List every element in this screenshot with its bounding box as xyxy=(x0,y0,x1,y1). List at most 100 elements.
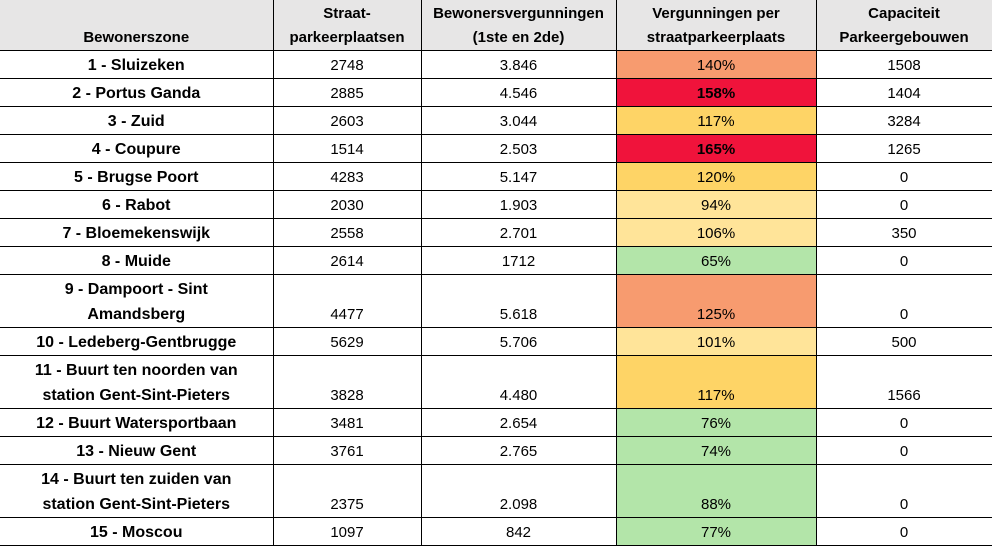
zone-cell: 3 - Zuid xyxy=(0,106,274,135)
zone-name-line: 10 - Ledeberg-Gentbrugge xyxy=(36,334,237,351)
ratio-cell: 101% xyxy=(615,327,817,356)
ratio-cell: 76% xyxy=(615,408,817,437)
zone-cell: 9 - Dampoort - Sint Amandsberg xyxy=(0,274,274,328)
zone-cell: 11 - Buurt ten noorden van station Gent-S… xyxy=(0,355,274,409)
street-parking-cell: 3761 xyxy=(272,436,422,465)
zone-name-line: station Gent-Sint-Pieters xyxy=(42,496,231,513)
permits-cell: 1712 xyxy=(420,246,617,275)
table-row: 9 - Dampoort - Sint Amandsberg 4477 5.618 12… xyxy=(0,274,992,328)
ratio-cell: 125% xyxy=(615,274,817,328)
street-parking-cell: 2375 xyxy=(272,464,422,518)
zone-name-line: 3 - Zuid xyxy=(107,113,165,130)
ratio-cell: 165% xyxy=(615,134,817,163)
street-parking-cell: 3828 xyxy=(272,355,422,409)
table-row: 14 - Buurt ten zuiden van station Gent-Si… xyxy=(0,464,992,518)
header-capacity: Capaciteit Parkeergebouwen xyxy=(815,0,992,51)
header-permits: Bewonersvergunningen (1ste en 2de) xyxy=(420,0,617,51)
capacity-cell: 1508 xyxy=(815,50,992,79)
zone-cell: 2 - Portus Ganda xyxy=(0,78,274,107)
street-parking-cell: 4283 xyxy=(272,162,422,191)
permits-cell: 2.503 xyxy=(420,134,617,163)
table-row: 11 - Buurt ten noorden van station Gent-S… xyxy=(0,355,992,409)
header-zone-label: Bewonerszone xyxy=(83,29,190,46)
zone-name-line: 12 - Buurt Watersportbaan xyxy=(36,415,237,432)
zone-cell: 7 - Bloemekenswijk xyxy=(0,218,274,247)
ratio-cell: 88% xyxy=(615,464,817,518)
zone-name-line: 6 - Rabot xyxy=(102,197,171,214)
permits-cell: 4.480 xyxy=(420,355,617,409)
permits-cell: 5.706 xyxy=(420,327,617,356)
capacity-cell: 1265 xyxy=(815,134,992,163)
zone-cell: 5 - Brugse Poort xyxy=(0,162,274,191)
ratio-cell: 117% xyxy=(615,106,817,135)
zone-name-line: 14 - Buurt ten zuiden van xyxy=(41,471,232,488)
table-row: 3 - Zuid 2603 3.044 117% 3284 xyxy=(0,106,992,135)
zone-cell: 6 - Rabot xyxy=(0,190,274,219)
ratio-cell: 117% xyxy=(615,355,817,409)
street-parking-cell: 2614 xyxy=(272,246,422,275)
street-parking-cell: 2748 xyxy=(272,50,422,79)
street-parking-cell: 3481 xyxy=(272,408,422,437)
zone-cell: 10 - Ledeberg-Gentbrugge xyxy=(0,327,274,356)
header-capacity-line2: Parkeergebouwen xyxy=(839,29,969,46)
zone-name-line: 13 - Nieuw Gent xyxy=(76,443,197,460)
table-header: Bewonerszone Straat- parkeerplaatsen Bew… xyxy=(0,0,992,51)
capacity-cell: 0 xyxy=(815,246,992,275)
header-per-place-line2: straatparkeerplaats xyxy=(646,29,786,46)
header-zone: Bewonerszone xyxy=(0,0,274,51)
permits-cell: 842 xyxy=(420,517,617,546)
ratio-cell: 140% xyxy=(615,50,817,79)
zone-name-line: 1 - Sluizeken xyxy=(87,57,185,74)
permits-cell: 1.903 xyxy=(420,190,617,219)
street-parking-cell: 2603 xyxy=(272,106,422,135)
header-per-place-line1: Vergunningen per xyxy=(652,5,780,22)
ratio-cell: 158% xyxy=(615,78,817,107)
permits-cell: 2.701 xyxy=(420,218,617,247)
capacity-cell: 3284 xyxy=(815,106,992,135)
street-parking-cell: 1097 xyxy=(272,517,422,546)
table-row: 2 - Portus Ganda 2885 4.546 158% 1404 xyxy=(0,78,992,107)
table-row: 8 - Muide 2614 1712 65% 0 xyxy=(0,246,992,275)
permits-cell: 3.846 xyxy=(420,50,617,79)
street-parking-cell: 1514 xyxy=(272,134,422,163)
table-row: 15 - Moscou 1097 842 77% 0 xyxy=(0,517,992,546)
table-row: 1 - Sluizeken 2748 3.846 140% 1508 xyxy=(0,50,992,79)
permits-cell: 2.098 xyxy=(420,464,617,518)
permits-cell: 4.546 xyxy=(420,78,617,107)
table-row: 4 - Coupure 1514 2.503 165% 1265 xyxy=(0,134,992,163)
capacity-cell: 0 xyxy=(815,274,992,328)
zone-name-line: 5 - Brugse Poort xyxy=(74,169,199,186)
capacity-cell: 0 xyxy=(815,162,992,191)
table-row: 10 - Ledeberg-Gentbrugge 5629 5.706 101% 500 xyxy=(0,327,992,356)
ratio-cell: 120% xyxy=(615,162,817,191)
permits-cell: 2.765 xyxy=(420,436,617,465)
header-permits-per-place: Vergunningen per straatparkeerplaats xyxy=(615,0,817,51)
zone-cell: 15 - Moscou xyxy=(0,517,274,546)
zone-name-line: 15 - Moscou xyxy=(90,524,183,541)
header-street-parking-line2: parkeerplaatsen xyxy=(289,29,405,46)
header-row: Bewonerszone Straat- parkeerplaatsen Bew… xyxy=(0,0,992,51)
zone-cell: 8 - Muide xyxy=(0,246,274,275)
street-parking-cell: 2558 xyxy=(272,218,422,247)
header-permits-line1: Bewonersvergunningen xyxy=(433,5,604,22)
capacity-cell: 1566 xyxy=(815,355,992,409)
capacity-cell: 0 xyxy=(815,190,992,219)
zone-name-line: 2 - Portus Ganda xyxy=(72,85,201,102)
ratio-cell: 94% xyxy=(615,190,817,219)
permits-cell: 2.654 xyxy=(420,408,617,437)
header-permits-line2: (1ste en 2de) xyxy=(472,29,565,46)
zone-name-line: 9 - Dampoort - Sint xyxy=(64,281,208,298)
zone-cell: 4 - Coupure xyxy=(0,134,274,163)
permits-cell: 3.044 xyxy=(420,106,617,135)
header-capacity-line1: Capaciteit xyxy=(868,5,940,22)
capacity-cell: 1404 xyxy=(815,78,992,107)
table-row: 13 - Nieuw Gent 3761 2.765 74% 0 xyxy=(0,436,992,465)
zone-name-line: 7 - Bloemekenswijk xyxy=(62,225,211,242)
zone-name-line: Amandsberg xyxy=(87,306,186,323)
zone-name-line: station Gent-Sint-Pieters xyxy=(42,387,231,404)
permits-cell: 5.618 xyxy=(420,274,617,328)
zone-name-line: 4 - Coupure xyxy=(91,141,181,158)
ratio-cell: 106% xyxy=(615,218,817,247)
street-parking-cell: 2030 xyxy=(272,190,422,219)
